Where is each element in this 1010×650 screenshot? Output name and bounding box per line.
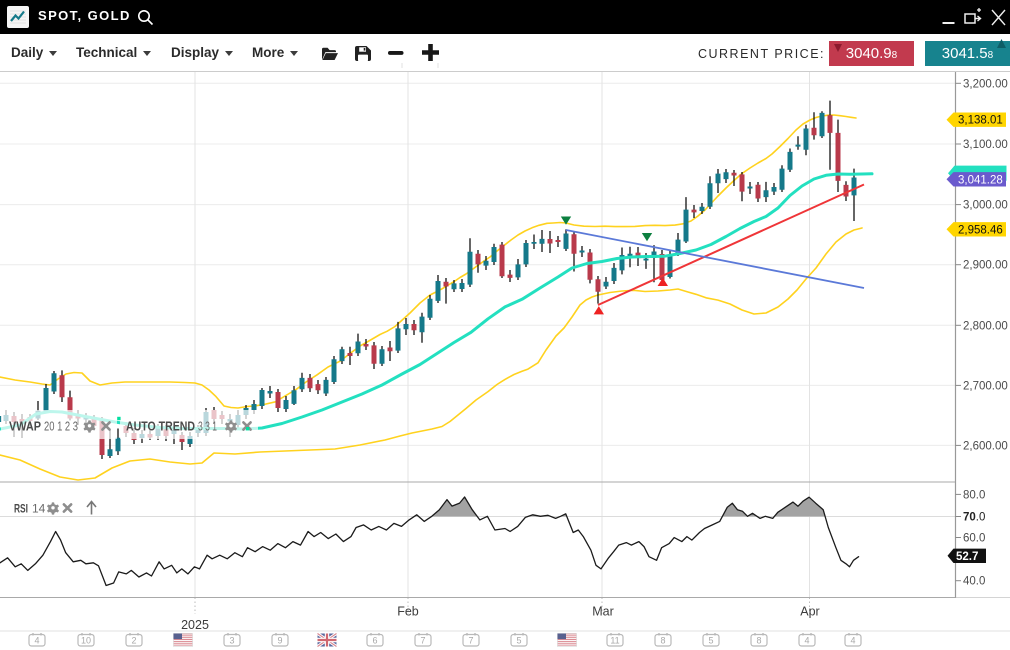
svg-text:70.0: 70.0 (963, 512, 985, 524)
svg-text:AUTO TREND: AUTO TREND (126, 420, 195, 434)
svg-text:5: 5 (516, 636, 521, 646)
svg-text:2,800.00: 2,800.00 (963, 320, 1008, 332)
svg-text:14: 14 (32, 502, 46, 516)
svg-text:60.0: 60.0 (963, 533, 985, 545)
svg-text:2: 2 (131, 636, 136, 646)
svg-text:3 3 1: 3 3 1 (198, 420, 217, 434)
svg-text:2,600.00: 2,600.00 (963, 440, 1008, 452)
svg-text:8: 8 (660, 636, 665, 646)
svg-text:7: 7 (420, 636, 425, 646)
svg-text:4: 4 (804, 636, 809, 646)
svg-text:3,138.01: 3,138.01 (958, 115, 1003, 127)
svg-text:40.0: 40.0 (963, 576, 985, 588)
svg-text:4: 4 (850, 636, 855, 646)
svg-text:4: 4 (34, 636, 39, 646)
svg-text:3,041.28: 3,041.28 (958, 174, 1003, 186)
svg-text:80.0: 80.0 (963, 489, 985, 501)
svg-text:2,958.46: 2,958.46 (958, 224, 1003, 236)
svg-text:8: 8 (756, 636, 761, 646)
svg-text:10: 10 (81, 636, 91, 646)
svg-text:Apr: Apr (800, 605, 819, 619)
svg-text:3,200.00: 3,200.00 (963, 78, 1008, 90)
svg-text:2025: 2025 (181, 618, 209, 632)
svg-text:20 1 2 3: 20 1 2 3 (44, 420, 78, 434)
svg-text:2,700.00: 2,700.00 (963, 380, 1008, 392)
svg-text:3,000.00: 3,000.00 (963, 200, 1008, 212)
svg-text:6: 6 (372, 636, 377, 646)
svg-text:5: 5 (708, 636, 713, 646)
svg-text:Feb: Feb (397, 605, 419, 619)
svg-text:9: 9 (277, 636, 282, 646)
svg-text:3,100.00: 3,100.00 (963, 139, 1008, 151)
svg-text:11: 11 (610, 636, 619, 646)
svg-text:3: 3 (229, 636, 234, 646)
svg-text:2,900.00: 2,900.00 (963, 260, 1008, 272)
svg-text:52.7: 52.7 (956, 551, 978, 563)
svg-text:Mar: Mar (592, 605, 614, 619)
svg-text:7: 7 (468, 636, 473, 646)
svg-text:RSI: RSI (14, 502, 28, 516)
svg-text:VWAP: VWAP (9, 420, 41, 434)
